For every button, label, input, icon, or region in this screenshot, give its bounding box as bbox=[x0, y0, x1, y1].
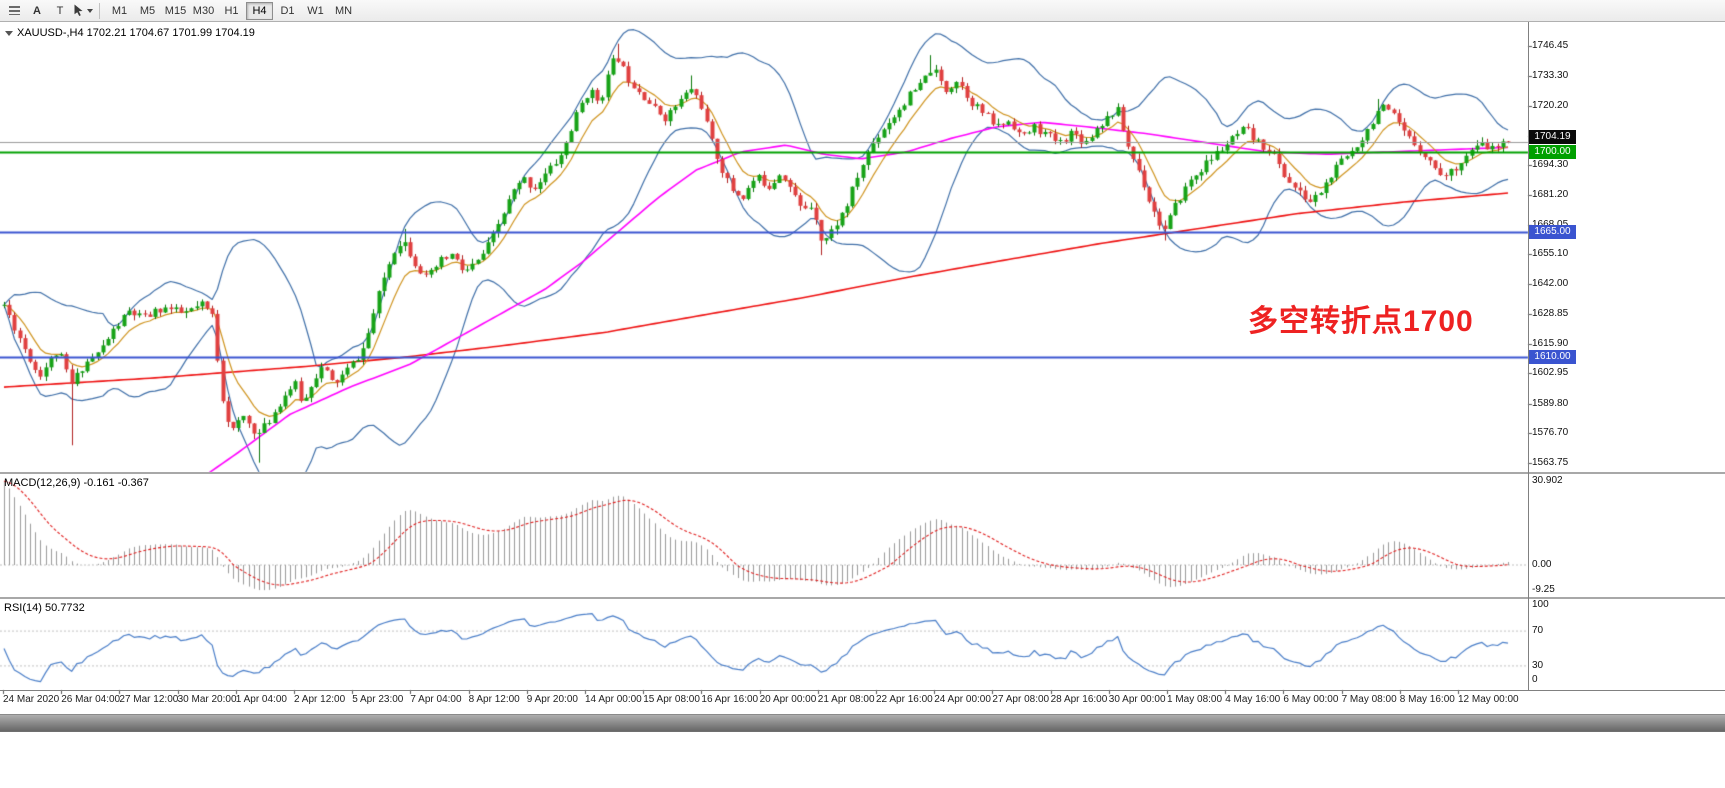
price-axis-line bbox=[1528, 22, 1529, 690]
timeframe-button-d1[interactable]: D1 bbox=[274, 2, 301, 20]
price-axis-label: 1615.90 bbox=[1532, 337, 1569, 349]
macd-axis-label: -9.25 bbox=[1532, 584, 1555, 596]
time-axis-label: 1 Apr 04:00 bbox=[235, 694, 287, 705]
time-axis-label: 7 Apr 04:00 bbox=[410, 694, 462, 705]
price-axis-label: 1720.20 bbox=[1532, 99, 1569, 111]
price-axis-label: 1642.00 bbox=[1532, 278, 1569, 290]
time-axis-label: 8 May 16:00 bbox=[1399, 694, 1455, 705]
symbol-ohlc-text: XAUUSD-,H4 1702.21 1704.67 1701.99 1704.… bbox=[17, 27, 255, 39]
time-axis-label: 9 Apr 20:00 bbox=[526, 694, 578, 705]
time-axis-label: 6 May 00:00 bbox=[1283, 694, 1339, 705]
horizontal-scrollbar[interactable] bbox=[0, 714, 1725, 732]
cursor-tool-button[interactable] bbox=[72, 2, 94, 20]
price-axis-label: 1589.80 bbox=[1532, 397, 1569, 409]
price-axis-label: 1628.85 bbox=[1532, 308, 1569, 320]
price-box-hline-1665: 1665.00 bbox=[1529, 224, 1576, 239]
time-axis-label: 27 Apr 08:00 bbox=[992, 694, 1050, 705]
price-box-current-price: 1704.19 bbox=[1529, 130, 1576, 145]
price-axis-label: 1655.10 bbox=[1532, 248, 1569, 260]
text-tool-button[interactable]: T bbox=[49, 2, 71, 20]
time-axis-label: 8 Apr 12:00 bbox=[468, 694, 520, 705]
chart-area: XAUUSD-,H4 1702.21 1704.67 1701.99 1704.… bbox=[0, 22, 1725, 788]
price-axis-label: 1694.30 bbox=[1532, 158, 1569, 170]
price-axis-label: 1602.95 bbox=[1532, 367, 1569, 379]
time-axis-label: 21 Apr 08:00 bbox=[817, 694, 875, 705]
time-axis-label: 27 Mar 12:00 bbox=[119, 694, 179, 705]
time-axis-label: 5 Apr 23:00 bbox=[352, 694, 404, 705]
menu-icon bbox=[8, 6, 20, 15]
price-axis-label: 1668.05 bbox=[1532, 219, 1568, 231]
chevron-down-icon bbox=[87, 8, 93, 13]
timeframe-button-w1[interactable]: W1 bbox=[302, 2, 329, 20]
time-axis-label: 24 Apr 00:00 bbox=[934, 694, 991, 705]
time-axis-label: 15 Apr 08:00 bbox=[643, 694, 700, 705]
menu-button[interactable] bbox=[3, 2, 25, 20]
rsi-axis-label: 100 bbox=[1532, 599, 1549, 610]
time-axis-label: 24 Mar 2020 bbox=[3, 694, 60, 705]
timeframe-button-m5[interactable]: M5 bbox=[134, 2, 161, 20]
price-box-hline-1700: 1700.00 bbox=[1529, 144, 1576, 159]
time-axis-label: 20 Apr 00:00 bbox=[759, 694, 817, 705]
rsi-indicator-label: RSI(14) 50.7732 bbox=[4, 602, 85, 614]
macd-axis-label: 30.902 bbox=[1532, 475, 1563, 486]
time-axis-label: 16 Apr 16:00 bbox=[701, 694, 759, 705]
time-axis-label: 4 May 16:00 bbox=[1225, 694, 1281, 705]
chart-canvas[interactable] bbox=[0, 22, 1725, 788]
time-axis-label: 14 Apr 00:00 bbox=[585, 694, 642, 705]
time-axis-label: 1 May 08:00 bbox=[1167, 694, 1223, 705]
time-axis-line bbox=[0, 690, 1725, 691]
timeframe-button-m30[interactable]: M30 bbox=[190, 2, 217, 20]
price-axis-label: 1681.20 bbox=[1532, 188, 1569, 200]
timeframe-button-m1[interactable]: M1 bbox=[106, 2, 133, 20]
time-axis-label: 22 Apr 16:00 bbox=[876, 694, 933, 705]
rsi-axis-label: 70 bbox=[1532, 625, 1544, 637]
price-axis-label: 1563.75 bbox=[1532, 456, 1569, 468]
timeframe-button-h4[interactable]: H4 bbox=[246, 1, 273, 20]
macd-axis-label: 0.00 bbox=[1532, 559, 1552, 570]
time-axis-label: 7 May 08:00 bbox=[1341, 694, 1397, 705]
time-axis-label: 26 Mar 04:00 bbox=[61, 694, 121, 705]
time-axis-label: 30 Mar 20:00 bbox=[177, 694, 237, 705]
annotation-text: 多空转折点1700 bbox=[1248, 305, 1474, 338]
time-axis-label: 30 Apr 00:00 bbox=[1108, 694, 1166, 705]
price-axis-label: 1746.45 bbox=[1532, 39, 1569, 51]
timeframe-button-h1[interactable]: H1 bbox=[218, 2, 245, 20]
rsi-axis-label: 30 bbox=[1532, 659, 1544, 671]
time-axis-label: 2 Apr 12:00 bbox=[294, 694, 346, 705]
timeframe-button-mn[interactable]: MN bbox=[330, 2, 357, 20]
timeframe-group: M1 M5 M15 M30 H1 H4 D1 W1 MN bbox=[106, 1, 358, 20]
panel-divider-rsi[interactable] bbox=[0, 597, 1725, 599]
price-axis-label: 1733.30 bbox=[1532, 69, 1569, 81]
time-axis-label: 28 Apr 16:00 bbox=[1050, 694, 1108, 705]
font-tool-button[interactable]: A bbox=[26, 2, 48, 20]
symbol-dropdown-icon[interactable] bbox=[5, 30, 13, 36]
symbol-info: XAUUSD-,H4 1702.21 1704.67 1701.99 1704.… bbox=[5, 27, 255, 39]
price-box-hline-1610: 1610.00 bbox=[1529, 350, 1576, 365]
price-axis-label: 1576.70 bbox=[1532, 427, 1569, 439]
timeframe-button-m15[interactable]: M15 bbox=[162, 2, 189, 20]
cursor-icon bbox=[74, 4, 83, 16]
rsi-axis-label: 0 bbox=[1532, 674, 1538, 685]
toolbar-separator bbox=[99, 2, 100, 19]
macd-indicator-label: MACD(12,26,9) -0.161 -0.367 bbox=[4, 477, 149, 489]
panel-divider-macd[interactable] bbox=[0, 472, 1725, 474]
time-axis-label: 12 May 00:00 bbox=[1458, 694, 1519, 705]
toolbar: A T M1 M5 M15 M30 H1 H4 D1 W1 MN bbox=[0, 0, 1725, 22]
